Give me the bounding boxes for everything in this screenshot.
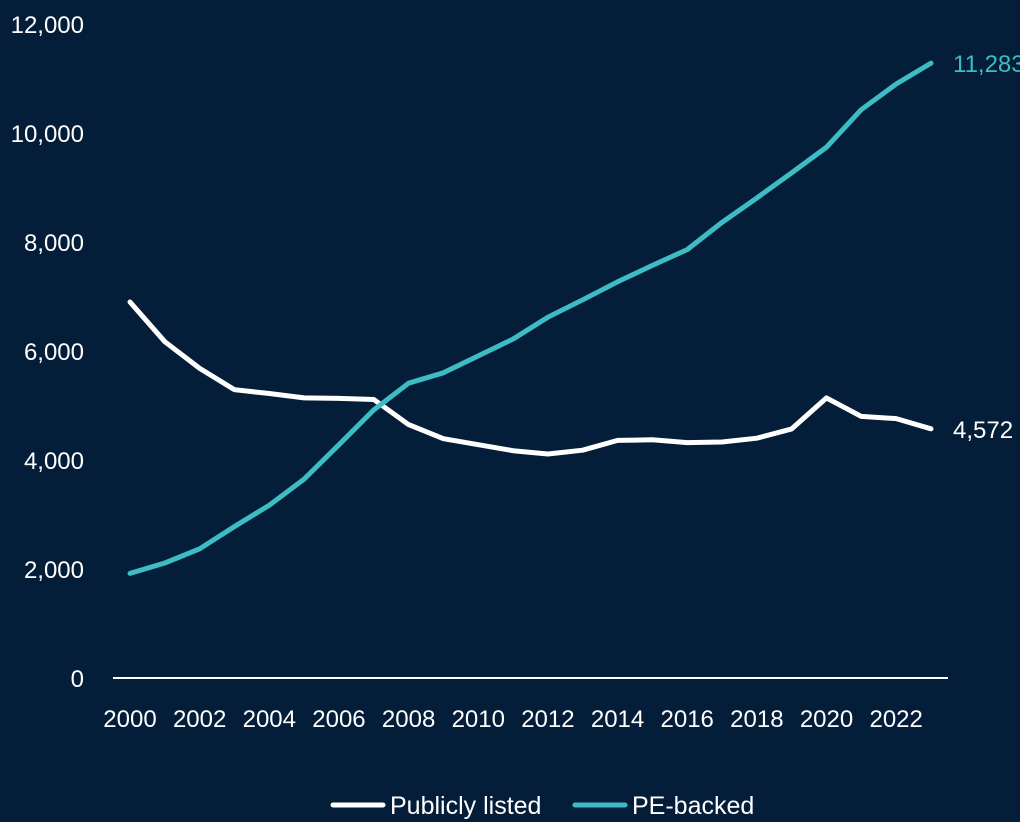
- x-tick-label: 2000: [103, 706, 156, 733]
- x-axis-tick-labels: 2000 2002 2004 2006 2008 2010 2012 2014 2016 2018…: [103, 706, 923, 733]
- y-axis-tick-labels: 0 2,000 4,000 6,000 8,000 10,000 12,000: [11, 12, 84, 693]
- x-tick-label: 2008: [382, 706, 435, 733]
- x-tick-label: 2004: [243, 706, 296, 733]
- y-tick-label: 12,000: [11, 12, 84, 39]
- series-line-pe-backed: [127, 60, 934, 576]
- legend-label: PE-backed: [632, 792, 754, 820]
- x-tick-label: 2022: [869, 706, 922, 733]
- x-tick-label: 2020: [800, 706, 853, 733]
- y-tick-label: 0: [71, 666, 84, 693]
- x-tick-label: 2018: [730, 706, 783, 733]
- legend-label: Publicly listed: [390, 792, 541, 820]
- x-tick-label: 2006: [312, 706, 365, 733]
- y-tick-label: 4,000: [24, 448, 84, 475]
- x-tick-label: 2002: [173, 706, 226, 733]
- x-tick-label: 2012: [521, 706, 574, 733]
- x-tick-label: 2010: [452, 706, 505, 733]
- legend-item-pe-backed: PE-backed: [572, 792, 754, 820]
- end-label-pe-backed: 11,283: [953, 51, 1020, 78]
- legend-item-publicly-listed: Publicly listed: [330, 792, 541, 820]
- series-line-publicly-listed: [127, 299, 934, 457]
- y-tick-label: 2,000: [24, 557, 84, 584]
- series-layer: [127, 60, 934, 576]
- x-tick-label: 2014: [591, 706, 644, 733]
- series-end-labels: 4,572 11,283: [953, 51, 1020, 444]
- legend: Publicly listed PE-backed: [330, 792, 754, 820]
- end-label-publicly-listed: 4,572: [953, 417, 1013, 444]
- y-tick-label: 10,000: [11, 121, 84, 148]
- y-tick-label: 6,000: [24, 339, 84, 366]
- x-tick-label: 2016: [661, 706, 714, 733]
- y-tick-label: 8,000: [24, 230, 84, 257]
